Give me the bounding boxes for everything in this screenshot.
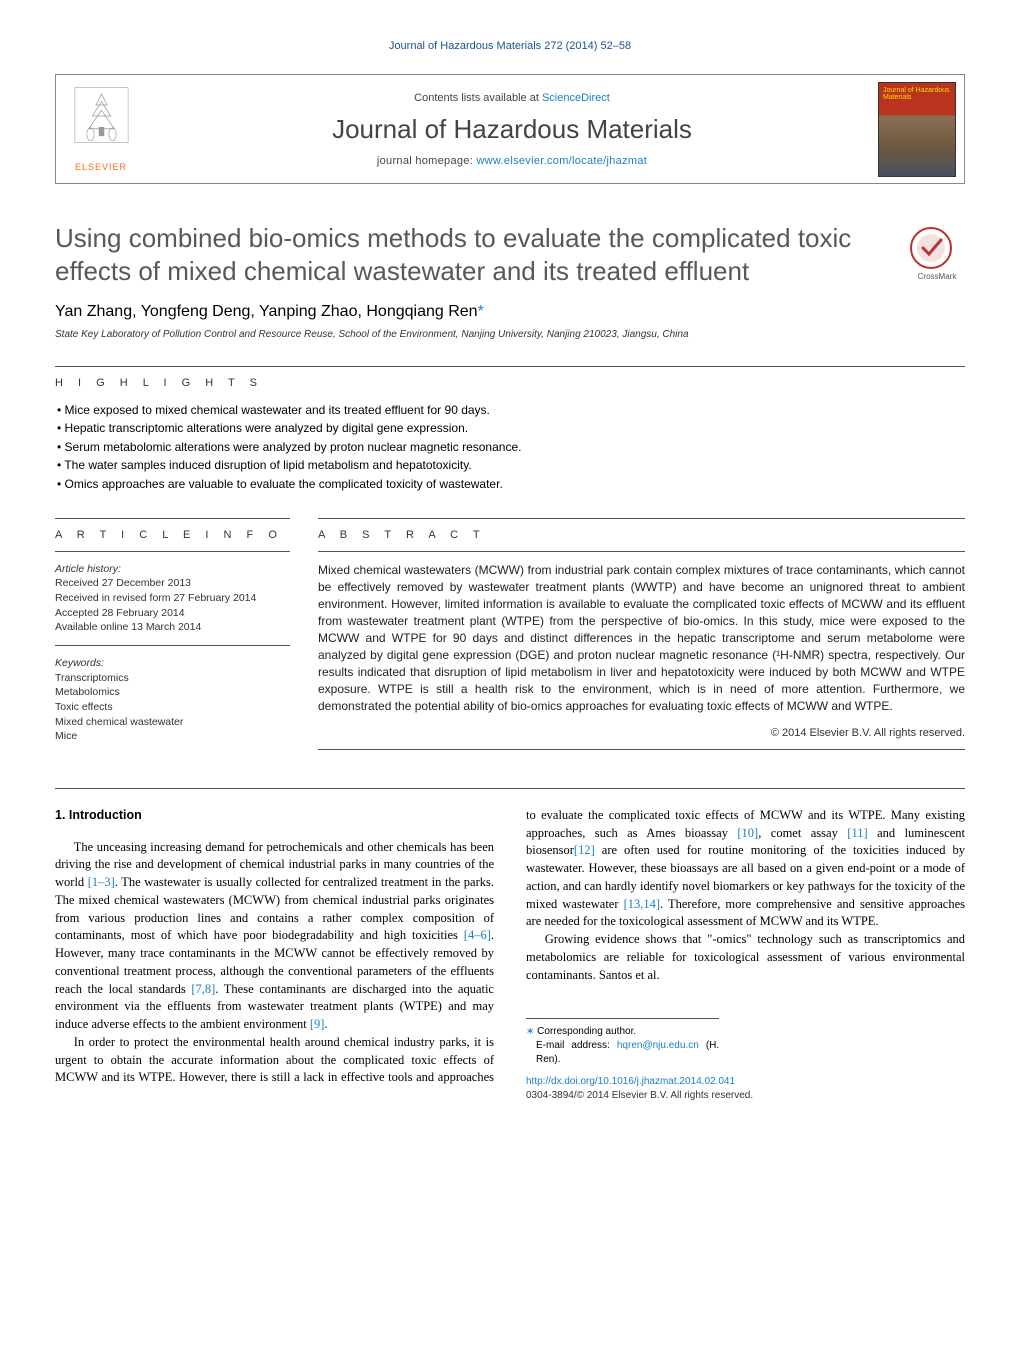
page: Journal of Hazardous Materials 272 (2014… bbox=[0, 0, 1020, 1134]
history-revised: Received in revised form 27 February 201… bbox=[55, 591, 290, 606]
keyword: Mixed chemical wastewater bbox=[55, 715, 290, 730]
highlight-item: Mice exposed to mixed chemical wastewate… bbox=[57, 401, 965, 420]
abstract-top-rule bbox=[318, 518, 965, 519]
corresponding-author-label: Corresponding author. bbox=[537, 1026, 636, 1037]
keyword: Metabolomics bbox=[55, 685, 290, 700]
journal-header-box: ELSEVIER Contents lists available at Sci… bbox=[55, 74, 965, 184]
highlight-item: The water samples induced disruption of … bbox=[57, 456, 965, 475]
author-list: Yan Zhang, Yongfeng Deng, Yanping Zhao, … bbox=[55, 303, 965, 321]
highlight-item: Serum metabolomic alterations were analy… bbox=[57, 438, 965, 457]
footnote-star-icon: ∗ bbox=[526, 1026, 537, 1037]
highlights-heading: H I G H L I G H T S bbox=[55, 377, 965, 389]
publisher-logo: ELSEVIER bbox=[56, 75, 146, 183]
abstract-column: A B S T R A C T Mixed chemical wastewate… bbox=[318, 518, 965, 760]
body-text: , comet assay bbox=[758, 826, 847, 840]
corresponding-author-mark: * bbox=[478, 303, 484, 320]
highlight-item: Hepatic transcriptomic alterations were … bbox=[57, 419, 965, 438]
article-info-heading: A R T I C L E I N F O bbox=[55, 529, 290, 541]
keywords-block: Keywords: Transcriptomics Metabolomics T… bbox=[55, 656, 290, 744]
contents-available-line: Contents lists available at ScienceDirec… bbox=[146, 92, 878, 104]
keyword: Toxic effects bbox=[55, 700, 290, 715]
crossmark-badge[interactable]: CrossMark bbox=[909, 226, 965, 282]
article-info-column: A R T I C L E I N F O Article history: R… bbox=[55, 518, 290, 760]
highlight-item: Omics approaches are valuable to evaluat… bbox=[57, 475, 965, 494]
crossmark-icon: CrossMark bbox=[909, 226, 965, 282]
corresponding-email-link[interactable]: hqren@nju.edu.cn bbox=[617, 1040, 699, 1051]
ref-link[interactable]: [10] bbox=[737, 826, 758, 840]
keyword: Mice bbox=[55, 729, 290, 744]
publisher-name: ELSEVIER bbox=[74, 162, 129, 172]
title-row: Using combined bio-omics methods to eval… bbox=[55, 222, 965, 289]
header-center: Contents lists available at ScienceDirec… bbox=[146, 92, 878, 167]
ref-link[interactable]: [13,14] bbox=[624, 897, 660, 911]
journal-cover-thumbnail: Journal of Hazardous Materials bbox=[878, 82, 956, 177]
issn-copyright-line: 0304-3894/© 2014 Elsevier B.V. All right… bbox=[526, 1089, 965, 1103]
journal-cover-title: Journal of Hazardous Materials bbox=[883, 87, 951, 102]
email-label: E-mail address: bbox=[536, 1040, 617, 1051]
highlights-top-rule bbox=[55, 366, 965, 367]
journal-homepage-link[interactable]: www.elsevier.com/locate/jhazmat bbox=[476, 155, 647, 167]
history-label: Article history: bbox=[55, 562, 290, 577]
ref-link[interactable]: [12] bbox=[574, 843, 595, 857]
article-history-block: Article history: Received 27 December 20… bbox=[55, 562, 290, 635]
homepage-prefix: journal homepage: bbox=[377, 155, 477, 167]
keywords-label: Keywords: bbox=[55, 656, 290, 671]
keyword: Transcriptomics bbox=[55, 671, 290, 686]
article-title: Using combined bio-omics methods to eval… bbox=[55, 222, 889, 289]
history-received: Received 27 December 2013 bbox=[55, 576, 290, 591]
info-top-rule bbox=[55, 518, 290, 519]
ref-link[interactable]: [7,8] bbox=[191, 982, 215, 996]
history-accepted: Accepted 28 February 2014 bbox=[55, 606, 290, 621]
body-paragraph: Growing evidence shows that "-omics" tec… bbox=[526, 931, 965, 984]
abstract-copyright: © 2014 Elsevier B.V. All rights reserved… bbox=[318, 727, 965, 739]
info-abstract-row: A R T I C L E I N F O Article history: R… bbox=[55, 518, 965, 760]
doi-link[interactable]: http://dx.doi.org/10.1016/j.jhazmat.2014… bbox=[526, 1076, 735, 1087]
sciencedirect-link[interactable]: ScienceDirect bbox=[542, 92, 610, 104]
author-names: Yan Zhang, Yongfeng Deng, Yanping Zhao, … bbox=[55, 303, 478, 320]
svg-text:CrossMark: CrossMark bbox=[918, 272, 958, 281]
body-text: . The wastewater is usually collected fo… bbox=[55, 875, 494, 942]
journal-homepage-line: journal homepage: www.elsevier.com/locat… bbox=[146, 155, 878, 167]
running-head-citation: Journal of Hazardous Materials 272 (2014… bbox=[55, 40, 965, 52]
abstract-heading: A B S T R A C T bbox=[318, 529, 965, 541]
introduction-heading: 1. Introduction bbox=[55, 807, 494, 825]
contents-prefix: Contents lists available at bbox=[414, 92, 542, 104]
info-mid-rule bbox=[55, 551, 290, 552]
doi-issn-block: http://dx.doi.org/10.1016/j.jhazmat.2014… bbox=[526, 1075, 965, 1103]
body-top-rule bbox=[55, 788, 965, 789]
body-text-columns: 1. Introduction The unceasing increasing… bbox=[55, 807, 965, 1104]
affiliation: State Key Laboratory of Pollution Contro… bbox=[55, 329, 965, 340]
ref-link[interactable]: [11] bbox=[847, 826, 867, 840]
highlights-list: Mice exposed to mixed chemical wastewate… bbox=[55, 401, 965, 494]
ref-link[interactable]: [9] bbox=[310, 1017, 325, 1031]
ref-link[interactable]: [4–6] bbox=[464, 928, 491, 942]
abstract-mid-rule bbox=[318, 551, 965, 552]
body-text: . bbox=[324, 1017, 327, 1031]
journal-name-large: Journal of Hazardous Materials bbox=[146, 114, 878, 145]
abstract-text: Mixed chemical wastewaters (MCWW) from i… bbox=[318, 562, 965, 715]
abstract-bottom-rule bbox=[318, 749, 965, 750]
history-online: Available online 13 March 2014 bbox=[55, 620, 290, 635]
footnote-block: ∗ Corresponding author. E-mail address: … bbox=[526, 1018, 719, 1067]
ref-link[interactable]: [1–3] bbox=[88, 875, 115, 889]
body-paragraph: The unceasing increasing demand for petr… bbox=[55, 839, 494, 1034]
elsevier-tree-icon bbox=[74, 86, 129, 156]
info-keywords-rule bbox=[55, 645, 290, 646]
